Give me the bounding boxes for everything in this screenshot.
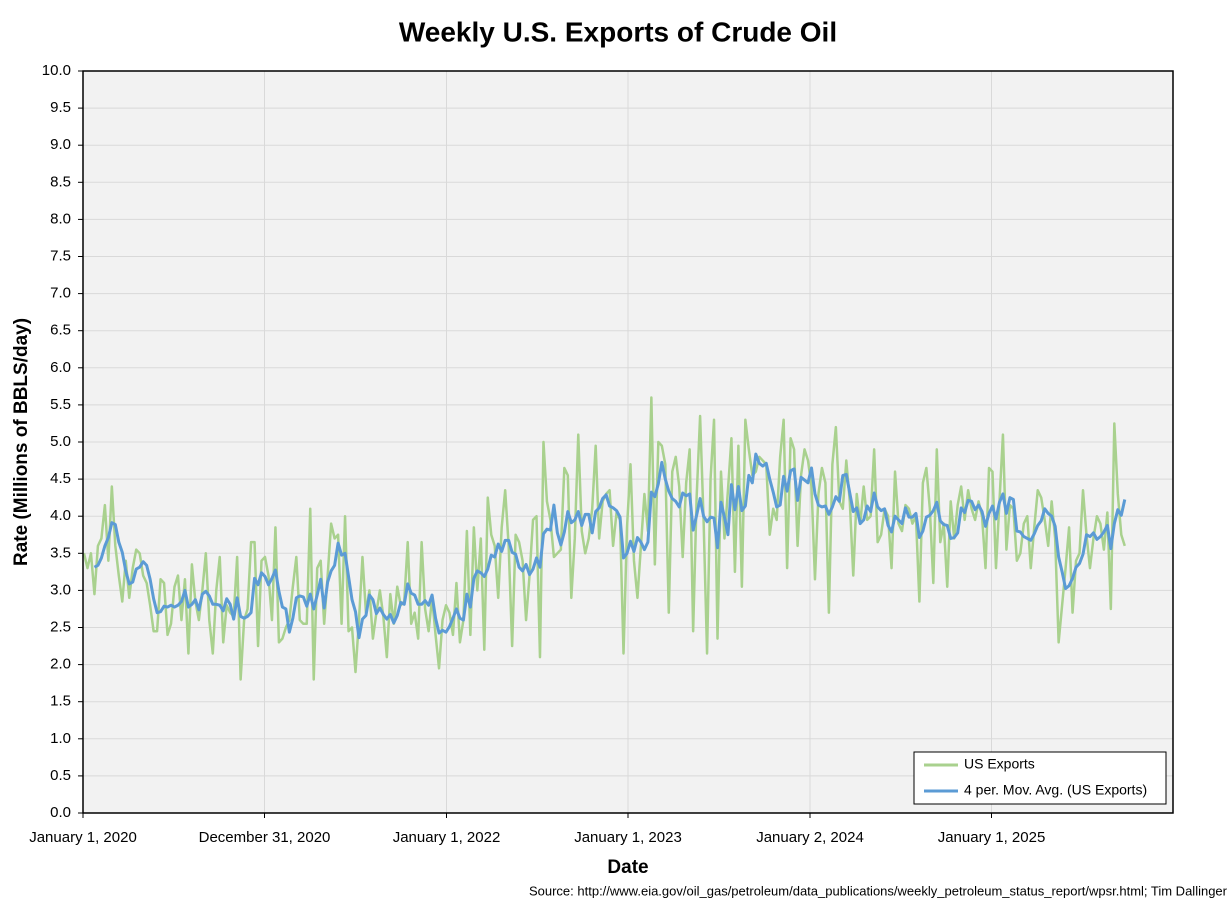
- x-tick-label: December 31, 2020: [199, 829, 331, 846]
- y-tick-label: 5.5: [50, 396, 71, 413]
- x-axis-label: Date: [607, 857, 648, 878]
- y-tick-label: 2.0: [50, 656, 71, 673]
- y-tick-label: 8.0: [50, 210, 71, 227]
- y-tick-label: 9.0: [50, 136, 71, 153]
- legend: US Exports 4 per. Mov. Avg. (US Exports): [913, 751, 1167, 805]
- y-tick-label: 3.0: [50, 581, 71, 598]
- y-tick-label: 4.5: [50, 470, 71, 487]
- x-tick-label: January 1, 2020: [29, 829, 137, 846]
- x-tick-label: January 2, 2024: [756, 829, 864, 846]
- source-note: Source: http://www.eia.gov/oil_gas/petro…: [529, 883, 1228, 898]
- y-tick-label: 5.0: [50, 433, 71, 450]
- y-tick-label: 7.5: [50, 247, 71, 264]
- legend-label: US Exports: [964, 756, 1035, 772]
- y-axis-label: Rate (Millions of BBLS/day): [11, 318, 32, 566]
- y-tick-label: 6.5: [50, 322, 71, 339]
- y-tick-label: 0.0: [50, 804, 71, 821]
- y-tick-label: 3.5: [50, 544, 71, 561]
- y-tick-label: 8.5: [50, 173, 71, 190]
- y-tick-label: 2.5: [50, 618, 71, 635]
- y-tick-label: 7.0: [50, 285, 71, 302]
- x-tick-label: January 1, 2025: [938, 829, 1046, 846]
- y-tick-label: 10.0: [42, 62, 71, 79]
- y-tick-label: 9.5: [50, 99, 71, 116]
- y-tick-label: 1.0: [50, 730, 71, 747]
- x-tick-label: January 1, 2022: [393, 829, 501, 846]
- chart-title: Weekly U.S. Exports of Crude Oil: [399, 16, 837, 47]
- y-tick-label: 0.5: [50, 767, 71, 784]
- x-tick-label: January 1, 2023: [574, 829, 682, 846]
- lines: [82, 396, 1127, 681]
- y-tick-label: 6.0: [50, 359, 71, 376]
- plot-border: [82, 70, 1174, 814]
- y-tick-label: 4.0: [50, 507, 71, 524]
- y-tick-label: 1.5: [50, 693, 71, 710]
- moving-average-line: [93, 452, 1127, 640]
- legend-box: [913, 751, 1167, 805]
- legend-label: 4 per. Mov. Avg. (US Exports): [964, 782, 1147, 798]
